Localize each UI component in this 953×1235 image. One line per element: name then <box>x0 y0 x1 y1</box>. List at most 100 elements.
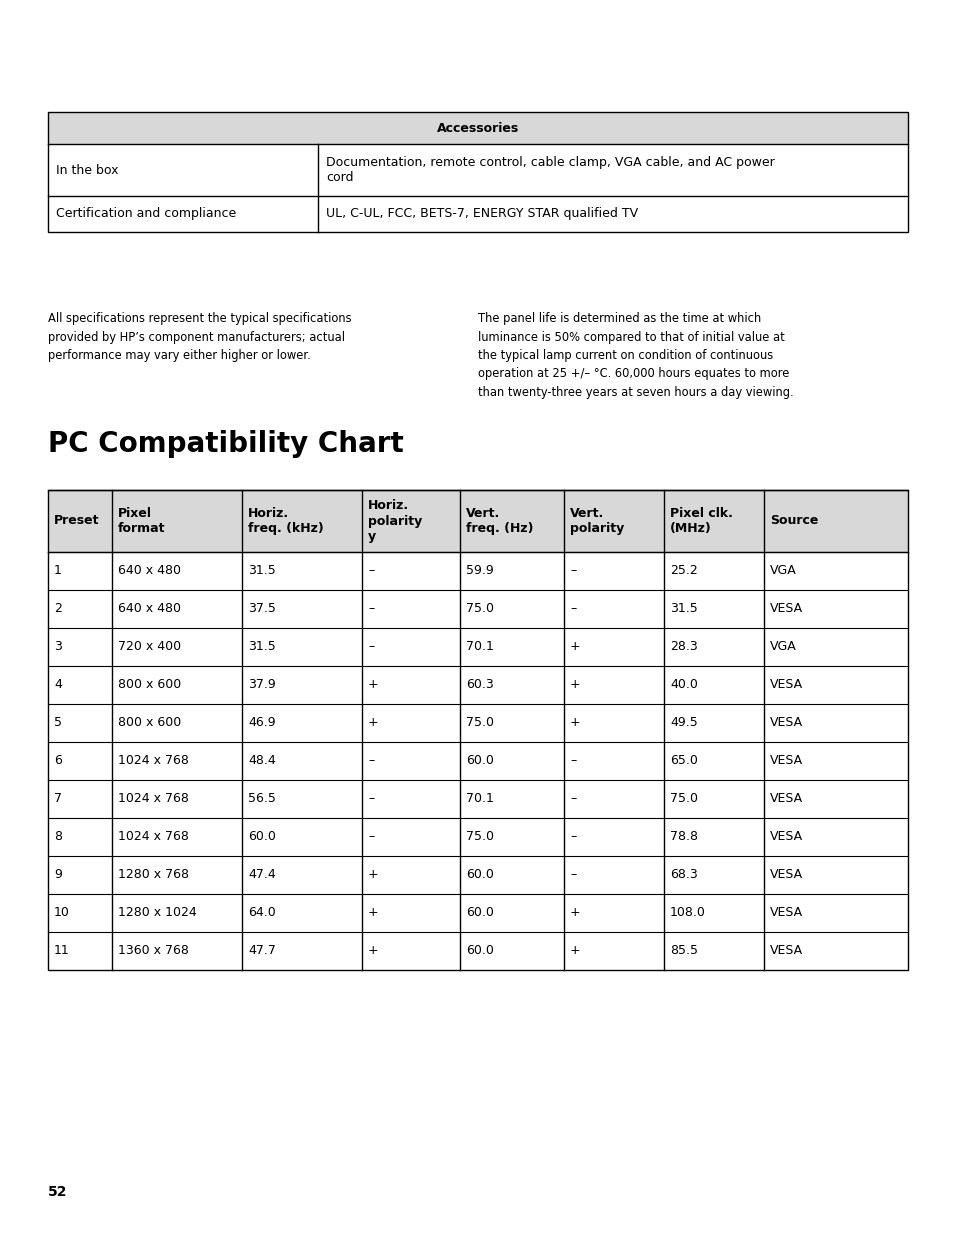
Text: VGA: VGA <box>769 564 796 578</box>
Bar <box>48 112 907 232</box>
Text: VESA: VESA <box>769 945 802 957</box>
Text: VESA: VESA <box>769 678 802 692</box>
Text: 3: 3 <box>54 641 62 653</box>
Text: +: + <box>569 641 580 653</box>
Text: –: – <box>368 830 374 844</box>
Text: 46.9: 46.9 <box>248 716 275 730</box>
Text: Horiz.
polarity
y: Horiz. polarity y <box>368 499 422 543</box>
Text: +: + <box>569 945 580 957</box>
Text: 31.5: 31.5 <box>248 564 275 578</box>
Text: Pixel
format: Pixel format <box>118 506 165 535</box>
Text: 75.0: 75.0 <box>669 793 698 805</box>
Text: 40.0: 40.0 <box>669 678 698 692</box>
Text: 52: 52 <box>48 1186 68 1199</box>
Text: Documentation, remote control, cable clamp, VGA cable, and AC power
cord: Documentation, remote control, cable cla… <box>326 156 774 184</box>
Text: 75.0: 75.0 <box>465 830 494 844</box>
Text: 25.2: 25.2 <box>669 564 697 578</box>
Text: 31.5: 31.5 <box>669 603 697 615</box>
Text: 70.1: 70.1 <box>465 641 494 653</box>
Text: +: + <box>569 678 580 692</box>
Text: 47.7: 47.7 <box>248 945 275 957</box>
Text: PC Compatibility Chart: PC Compatibility Chart <box>48 430 403 458</box>
Text: 68.3: 68.3 <box>669 868 697 882</box>
Text: 56.5: 56.5 <box>248 793 275 805</box>
Text: 48.4: 48.4 <box>248 755 275 767</box>
Text: –: – <box>368 603 374 615</box>
Text: 1280 x 768: 1280 x 768 <box>118 868 189 882</box>
Text: 75.0: 75.0 <box>465 716 494 730</box>
Text: 1280 x 1024: 1280 x 1024 <box>118 906 196 920</box>
Text: –: – <box>368 755 374 767</box>
Text: Certification and compliance: Certification and compliance <box>56 207 236 221</box>
Text: 720 x 400: 720 x 400 <box>118 641 181 653</box>
Text: –: – <box>368 641 374 653</box>
Text: 60.0: 60.0 <box>248 830 275 844</box>
Text: VESA: VESA <box>769 755 802 767</box>
Text: 31.5: 31.5 <box>248 641 275 653</box>
Text: 11: 11 <box>54 945 70 957</box>
Text: 8: 8 <box>54 830 62 844</box>
Text: 9: 9 <box>54 868 62 882</box>
Text: VESA: VESA <box>769 906 802 920</box>
Text: –: – <box>368 793 374 805</box>
Text: 800 x 600: 800 x 600 <box>118 716 181 730</box>
Text: In the box: In the box <box>56 163 118 177</box>
Text: Source: Source <box>769 515 818 527</box>
Text: –: – <box>569 830 576 844</box>
Text: VESA: VESA <box>769 603 802 615</box>
Text: 108.0: 108.0 <box>669 906 705 920</box>
Text: VESA: VESA <box>769 793 802 805</box>
Text: +: + <box>569 716 580 730</box>
Text: 37.9: 37.9 <box>248 678 275 692</box>
Text: 60.3: 60.3 <box>465 678 494 692</box>
Text: Preset: Preset <box>54 515 99 527</box>
Text: 5: 5 <box>54 716 62 730</box>
Text: 640 x 480: 640 x 480 <box>118 603 181 615</box>
Text: VGA: VGA <box>769 641 796 653</box>
Text: 78.8: 78.8 <box>669 830 698 844</box>
Text: –: – <box>368 564 374 578</box>
Text: 60.0: 60.0 <box>465 906 494 920</box>
Text: 28.3: 28.3 <box>669 641 697 653</box>
Text: +: + <box>368 716 378 730</box>
Text: 1024 x 768: 1024 x 768 <box>118 755 189 767</box>
Text: 10: 10 <box>54 906 70 920</box>
Text: –: – <box>569 603 576 615</box>
Text: –: – <box>569 564 576 578</box>
Text: –: – <box>569 868 576 882</box>
Text: 65.0: 65.0 <box>669 755 698 767</box>
Text: 6: 6 <box>54 755 62 767</box>
Text: VESA: VESA <box>769 716 802 730</box>
Text: UL, C-UL, FCC, BETS-7, ENERGY STAR qualified TV: UL, C-UL, FCC, BETS-7, ENERGY STAR quali… <box>326 207 638 221</box>
Text: +: + <box>368 678 378 692</box>
Text: Horiz.
freq. (kHz): Horiz. freq. (kHz) <box>248 506 323 535</box>
Text: 60.0: 60.0 <box>465 755 494 767</box>
Text: 1: 1 <box>54 564 62 578</box>
Text: –: – <box>569 793 576 805</box>
Text: All specifications represent the typical specifications
provided by HP’s compone: All specifications represent the typical… <box>48 312 352 362</box>
Text: Pixel clk.
(MHz): Pixel clk. (MHz) <box>669 506 732 535</box>
Text: 60.0: 60.0 <box>465 868 494 882</box>
Text: 70.1: 70.1 <box>465 793 494 805</box>
Text: +: + <box>368 868 378 882</box>
Text: 1024 x 768: 1024 x 768 <box>118 793 189 805</box>
Text: +: + <box>569 906 580 920</box>
Bar <box>48 490 907 552</box>
Text: +: + <box>368 945 378 957</box>
Text: 1024 x 768: 1024 x 768 <box>118 830 189 844</box>
Text: 47.4: 47.4 <box>248 868 275 882</box>
Text: 800 x 600: 800 x 600 <box>118 678 181 692</box>
Text: Vert.
freq. (Hz): Vert. freq. (Hz) <box>465 506 533 535</box>
Text: VESA: VESA <box>769 868 802 882</box>
Text: 1360 x 768: 1360 x 768 <box>118 945 189 957</box>
Text: 64.0: 64.0 <box>248 906 275 920</box>
Text: +: + <box>368 906 378 920</box>
Bar <box>48 490 907 969</box>
Text: 59.9: 59.9 <box>465 564 494 578</box>
Text: 640 x 480: 640 x 480 <box>118 564 181 578</box>
Text: 4: 4 <box>54 678 62 692</box>
Text: Vert.
polarity: Vert. polarity <box>569 506 623 535</box>
Text: Accessories: Accessories <box>436 121 518 135</box>
Text: 60.0: 60.0 <box>465 945 494 957</box>
Text: 7: 7 <box>54 793 62 805</box>
